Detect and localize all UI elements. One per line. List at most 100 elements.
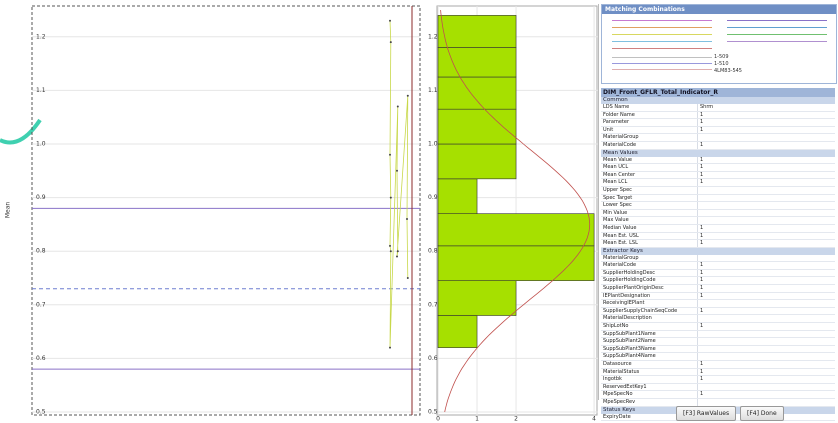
- control-chart-frame: [31, 5, 421, 416]
- matching-combinations: Matching Combinations 1-509 1-510 4LM83-…: [601, 4, 837, 84]
- plots: Mean 0.5 0.6 0.7 0.8 0.9 1.0 1.1 1.2 0.5 0.6 0.7 0.…: [0, 5, 598, 423]
- data-point: [389, 196, 392, 199]
- property-key: MaterialStatus: [601, 368, 698, 376]
- property-row: Mean LCL 1: [601, 179, 835, 187]
- data-point: [389, 346, 391, 349]
- property-key: Median Value: [601, 224, 698, 232]
- property-value: [698, 338, 835, 345]
- property-row: MaterialStatus 1: [601, 368, 835, 377]
- y-tick-label: 0.6: [36, 355, 46, 362]
- data-point: [389, 250, 392, 253]
- property-row: MaterialDescription: [601, 315, 835, 324]
- property-key: Max Value: [601, 217, 698, 224]
- property-row: MpeSpecNo 1: [601, 391, 835, 399]
- property-row: SuppSubPlant3Name: [601, 345, 835, 354]
- property-key: Mean LCL: [601, 179, 698, 186]
- x-tick-label: 0: [436, 416, 440, 423]
- x-tick-label: 4: [592, 416, 596, 423]
- y-tick-label: 0.6: [428, 355, 438, 362]
- property-value: 1: [700, 361, 704, 367]
- property-value: 1: [700, 126, 704, 133]
- property-value: 1: [700, 391, 704, 398]
- property-key: Ingotbk: [601, 376, 698, 383]
- property-value: 1: [700, 285, 704, 292]
- histogram-bar: [437, 178, 478, 214]
- property-key: Mean Est. LSL: [601, 240, 698, 247]
- x-tick-label: 1: [475, 416, 479, 423]
- y-tick-label: 0.8: [428, 248, 438, 255]
- property-key: SuppSubPlant2Name: [601, 338, 698, 345]
- property-value: 1: [700, 277, 704, 284]
- property-key: Unit: [601, 126, 698, 134]
- property-key: Datasource: [601, 361, 698, 368]
- property-row: MaterialCode 1: [601, 262, 835, 270]
- data-point: [396, 169, 398, 172]
- property-row: Parameter 1: [601, 119, 835, 127]
- property-key: Mean Center: [601, 171, 698, 179]
- property-value: [698, 187, 835, 194]
- property-value: [698, 202, 835, 209]
- property-key: LDS Name: [601, 104, 698, 111]
- property-value: [698, 210, 835, 217]
- property-value: 1: [700, 262, 704, 269]
- table-title: DIM_Front_GFLR_Total_Indicator_R: [601, 88, 835, 97]
- property-row: SupplierPlantOriginDesc 1: [601, 285, 835, 293]
- data-point: [389, 244, 391, 247]
- histogram-bar: [437, 315, 478, 348]
- histogram-bar: [437, 213, 595, 247]
- property-row: SupplierSupplyChainSeqCode 1: [601, 307, 835, 316]
- property-row: Max Value: [601, 217, 835, 225]
- histogram-frame: [436, 5, 598, 416]
- data-point: [396, 250, 399, 253]
- property-row: SupplierHoldingDesc 1: [601, 269, 835, 278]
- property-key: IEPlantDesignation: [601, 292, 698, 300]
- matching-label: 4LM83-545: [714, 68, 742, 74]
- property-row: Spec Target: [601, 194, 835, 203]
- data-point: [396, 105, 399, 108]
- raw-values-button[interactable]: [F3] RawValues: [676, 406, 737, 421]
- histogram-bar: [437, 143, 517, 180]
- property-key: Upper Spec: [601, 186, 698, 194]
- property-row: Mean Value 1: [601, 156, 835, 165]
- property-value: 1: [700, 232, 704, 239]
- property-value: 1: [700, 119, 704, 126]
- property-row: ReceivingIEPlant: [601, 300, 835, 308]
- decorative-arrow: [0, 118, 42, 145]
- property-key: ReceivingIEPlant: [601, 300, 698, 307]
- property-value: [698, 195, 835, 202]
- y-tick-label: 0.9: [36, 194, 46, 201]
- property-value: 1: [700, 323, 704, 330]
- data-point: [396, 255, 398, 258]
- y-tick-label: 0.5: [36, 409, 46, 416]
- y-tick-label: 1.1: [36, 87, 46, 94]
- property-key: SuppSubPlant1Name: [601, 330, 698, 338]
- property-row: IEPlantDesignation 1: [601, 292, 835, 301]
- property-value: [698, 384, 835, 391]
- done-button[interactable]: [F4] Done: [740, 406, 784, 421]
- property-value: 1: [700, 240, 704, 247]
- matching-label: 1-510: [714, 61, 729, 67]
- y-axis-label: Mean: [5, 202, 12, 219]
- property-value: 1: [700, 368, 704, 375]
- y-tick-label: 1.1: [428, 87, 438, 94]
- histogram-bar: [437, 47, 517, 78]
- property-row: SuppSubPlant2Name: [601, 338, 835, 346]
- property-key: MaterialGroup: [601, 254, 698, 262]
- property-row: Ingotbk 1: [601, 376, 835, 384]
- y-tick-label: 1.2: [36, 33, 46, 40]
- section-header: Common: [601, 97, 835, 104]
- property-row: MaterialGroup: [601, 254, 835, 263]
- property-row: Mean Center 1: [601, 171, 835, 180]
- property-value: [698, 217, 835, 224]
- property-key: SuppSubPlant4Name: [601, 353, 698, 360]
- property-value: [698, 134, 835, 141]
- property-value: 1: [700, 164, 704, 171]
- property-key: MaterialCode: [601, 141, 698, 149]
- property-value: 1: [700, 141, 704, 148]
- property-row: Folder Name 1: [601, 111, 835, 120]
- y-tick-label: 0.7: [36, 301, 46, 308]
- y-tick-label: 0.8: [36, 248, 46, 255]
- property-value: [698, 300, 835, 307]
- property-value: Shrm: [700, 104, 714, 110]
- property-key: ReservedExtKey1: [601, 383, 698, 391]
